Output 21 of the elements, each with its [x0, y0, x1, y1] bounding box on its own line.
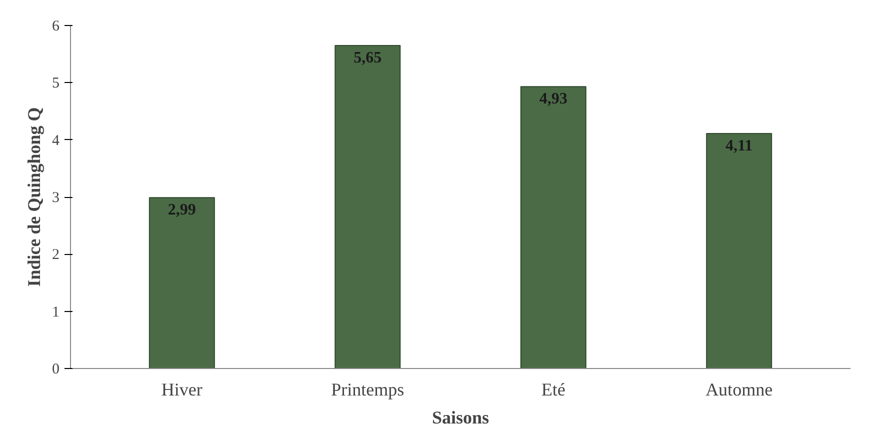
data-label: 2,99	[168, 202, 196, 219]
y-tick-label: 2	[52, 247, 60, 264]
data-label: 4,11	[726, 138, 753, 155]
bar	[520, 86, 586, 368]
data-label: 4,93	[539, 90, 568, 108]
x-tick-label: Printemps	[331, 380, 404, 400]
y-tick-label: 6	[52, 18, 60, 34]
y-tick-label: 0	[52, 362, 60, 378]
y-tick-label: 1	[52, 304, 60, 320]
y-axis-title: Indice de Quinghong Q	[24, 107, 44, 287]
x-tick-label: Hiver	[161, 380, 202, 400]
x-axis-title: Saisons	[432, 408, 490, 428]
bar	[334, 45, 401, 368]
x-tick-label: Eté	[541, 380, 566, 400]
y-tick-label: 5	[52, 76, 60, 92]
data-label: 5,65	[354, 50, 382, 67]
y-tick-label: 3	[52, 190, 60, 206]
y-tick-label: 4	[52, 132, 60, 149]
x-tick-label: Automne	[706, 380, 773, 400]
bar	[148, 197, 215, 368]
bar	[706, 133, 772, 368]
